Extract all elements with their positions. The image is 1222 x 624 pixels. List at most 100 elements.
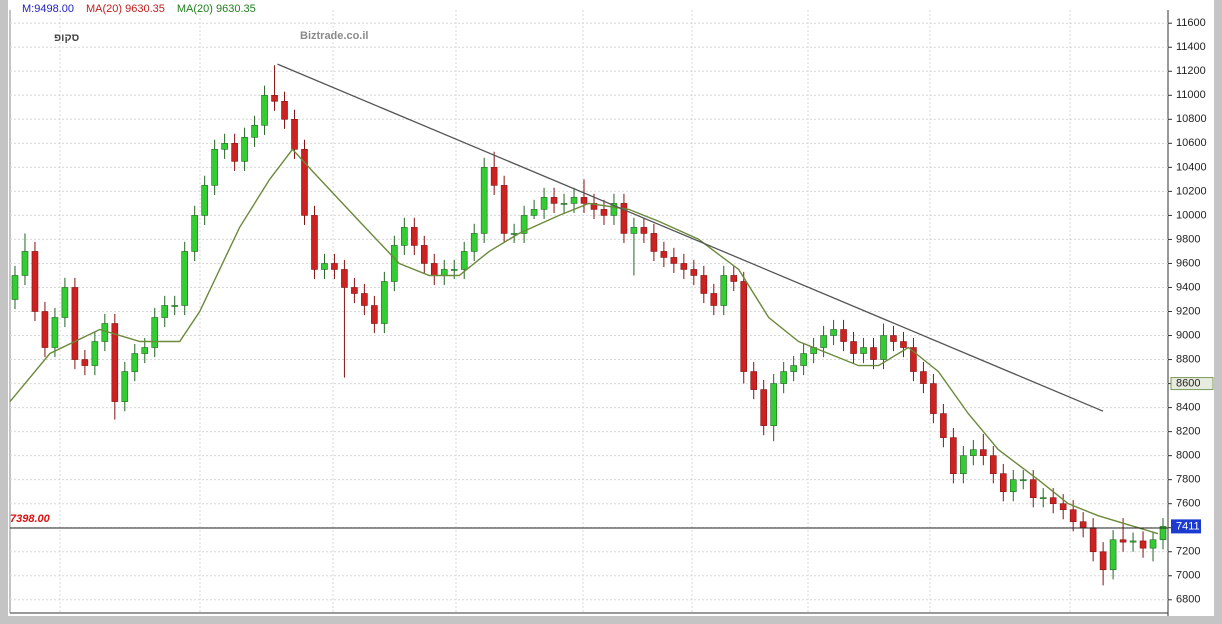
candle-body — [171, 305, 179, 307]
y-tick-label: 7000 — [1176, 570, 1200, 582]
candle-body — [640, 227, 648, 234]
candle-body — [91, 341, 99, 366]
y-tick-label: 10000 — [1176, 209, 1207, 221]
watermark: Biztrade.co.il — [300, 30, 368, 42]
candle-body — [351, 287, 358, 294]
candle-body — [580, 197, 588, 204]
candle-body — [740, 281, 748, 372]
candle-body — [341, 269, 348, 288]
candle-body — [770, 383, 777, 426]
candle-body — [550, 197, 558, 204]
candle-body — [760, 389, 767, 426]
candle-body — [211, 149, 218, 186]
candle-body — [560, 203, 568, 205]
candle-body — [151, 317, 159, 348]
candle-body — [1029, 479, 1037, 498]
candle-body — [401, 227, 408, 246]
candle-body — [750, 371, 758, 390]
candle-body — [361, 293, 368, 306]
y-tick-label: 11600 — [1176, 17, 1206, 29]
candle-body — [21, 251, 29, 276]
candle-body — [860, 347, 867, 354]
candle-body — [1049, 497, 1057, 504]
candle-body — [391, 245, 398, 282]
candle-body — [830, 329, 837, 336]
candle-body — [1139, 540, 1147, 549]
legend-entry: M:9498.00 — [22, 3, 74, 15]
candle-body — [850, 341, 857, 354]
candle-body — [999, 473, 1007, 492]
candle-body — [261, 94, 268, 126]
chart-area — [8, 0, 1214, 616]
candle-body — [540, 197, 548, 210]
candle-body — [920, 371, 927, 384]
candle-body — [780, 371, 787, 384]
candle-body — [650, 233, 658, 252]
candle-body — [700, 275, 708, 294]
candle-body — [1119, 539, 1127, 543]
candle-body — [490, 167, 498, 186]
candle-body — [1149, 539, 1157, 549]
candle-body — [71, 287, 79, 360]
candle-body — [820, 335, 827, 348]
candle-body — [610, 203, 618, 216]
candle-body — [121, 371, 129, 402]
candle-body — [870, 347, 877, 360]
y-tick-label: 9800 — [1176, 233, 1200, 245]
candle-body — [181, 251, 188, 306]
candle-body — [1089, 527, 1097, 553]
candle-body — [630, 227, 638, 234]
candle-body — [840, 329, 847, 342]
candle-body — [970, 449, 977, 456]
candle-body — [1069, 509, 1077, 523]
legend-entry: MA(20) 9630.35 — [177, 3, 256, 15]
candle-body — [1109, 539, 1117, 571]
candle-body — [111, 323, 119, 402]
candle-body — [131, 353, 139, 372]
y-tick-label: 10200 — [1176, 185, 1207, 197]
candle-body — [460, 251, 468, 270]
candle-body — [980, 449, 987, 456]
candle-body — [470, 233, 478, 252]
candle-body — [480, 167, 488, 234]
candle-body — [251, 125, 258, 138]
y-tick-label: 11400 — [1176, 41, 1206, 53]
candle-body — [1009, 479, 1017, 492]
legend-entry: MA(20) 9630.35 — [86, 3, 165, 15]
candle-body — [241, 137, 248, 162]
y-tick-label: 9400 — [1176, 281, 1200, 293]
candle-body — [191, 215, 198, 252]
candle-body — [730, 275, 738, 282]
y-tick-label: 6800 — [1176, 594, 1200, 606]
candle-body — [520, 215, 528, 234]
candle-body — [880, 335, 887, 360]
candle-body — [420, 245, 428, 264]
candle-body — [660, 251, 668, 258]
candle-body — [11, 275, 19, 300]
candle-body — [800, 353, 807, 366]
candle-body — [41, 311, 49, 348]
candle-body — [960, 455, 967, 474]
y-tick-label: 8200 — [1176, 426, 1200, 438]
candle-body — [51, 317, 59, 348]
candle-body — [530, 209, 538, 216]
candle-body — [1059, 503, 1067, 510]
candle-body — [141, 347, 149, 354]
candle-body — [430, 263, 438, 276]
tick-highlight — [1170, 377, 1214, 391]
candle-body — [1039, 497, 1047, 499]
candle-body — [61, 287, 69, 318]
candle-body — [450, 269, 458, 271]
candle-body — [620, 203, 628, 234]
candle-body — [500, 185, 508, 234]
candle-body — [670, 257, 678, 264]
moving-average — [9, 148, 1159, 535]
trendline — [277, 63, 1104, 412]
candle-body — [1159, 526, 1167, 541]
candle-body — [291, 119, 298, 150]
candle-body — [930, 383, 937, 414]
y-tick-label: 9000 — [1176, 329, 1200, 341]
candle-body — [101, 323, 109, 342]
candle-body — [201, 185, 208, 216]
candle-body — [600, 209, 608, 216]
